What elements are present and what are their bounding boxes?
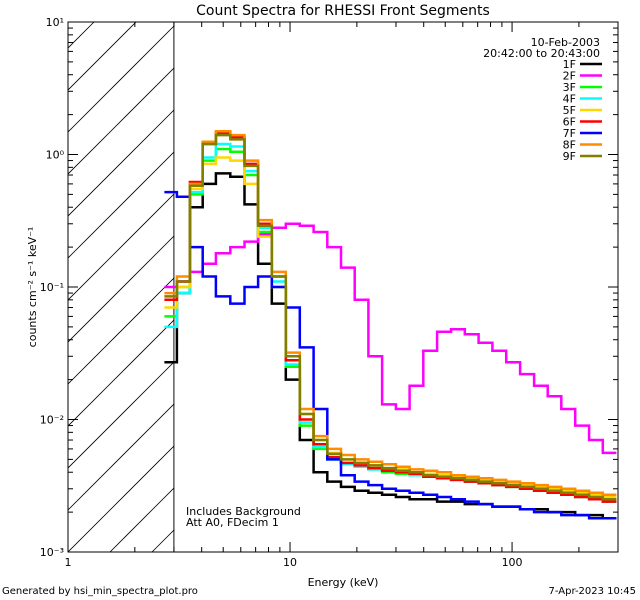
legend-date: 10-Feb-2003 <box>531 36 600 49</box>
legend-label-3F: 3F <box>563 81 576 94</box>
x-tick-label: 100 <box>502 556 523 569</box>
series-group <box>164 129 617 520</box>
legend-label-6F: 6F <box>563 116 576 129</box>
legend-label-9F: 9F <box>563 150 576 163</box>
legend-time-range: 20:42:00 to 20:43:00 <box>483 47 600 60</box>
footer-timestamp: 7-Apr-2023 10:45 <box>549 586 636 597</box>
x-axis-label: Energy (keV) <box>308 576 379 589</box>
series-7F-line <box>164 190 617 520</box>
axes: 1 10 100 10⁻³ 10⁻² 10⁻¹ 10⁰ 10¹ <box>40 16 619 569</box>
legend: 10-Feb-2003 20:42:00 to 20:43:00 1F2F3F4… <box>483 36 602 163</box>
hatch-line <box>68 22 263 217</box>
chart-title: Count Spectra for RHESSI Front Segments <box>196 3 490 19</box>
y-tick-label: 10⁰ <box>46 149 65 162</box>
legend-label-8F: 8F <box>563 139 576 152</box>
y-tick-label: 10⁻¹ <box>40 281 64 294</box>
y-tick-label: 10¹ <box>46 16 64 29</box>
legend-label-1F: 1F <box>563 58 576 71</box>
y-tick-label: 10⁻³ <box>40 546 64 559</box>
y-axis-label: counts cm⁻² s⁻¹ keV⁻¹ <box>26 227 39 348</box>
hatch-line <box>68 22 221 175</box>
series-2F-line <box>164 222 617 455</box>
series-8F-line <box>164 129 617 497</box>
legend-label-4F: 4F <box>563 93 576 106</box>
annotation-attenuator: Att A0, FDecim 1 <box>186 516 279 529</box>
series-9F-line <box>164 133 617 501</box>
legend-label-5F: 5F <box>563 104 576 117</box>
legend-label-7F: 7F <box>563 127 576 140</box>
y-tick-label: 10⁻² <box>40 414 64 427</box>
x-tick-label: 10 <box>283 556 297 569</box>
legend-label-2F: 2F <box>563 70 576 83</box>
footer-generated-by: Generated by hsi_min_spectra_plot.pro <box>2 586 198 597</box>
annotation-background: Includes Background <box>186 505 301 518</box>
series-6F-line <box>164 131 617 503</box>
x-tick-label: 1 <box>65 556 72 569</box>
hatch-line <box>68 22 179 133</box>
